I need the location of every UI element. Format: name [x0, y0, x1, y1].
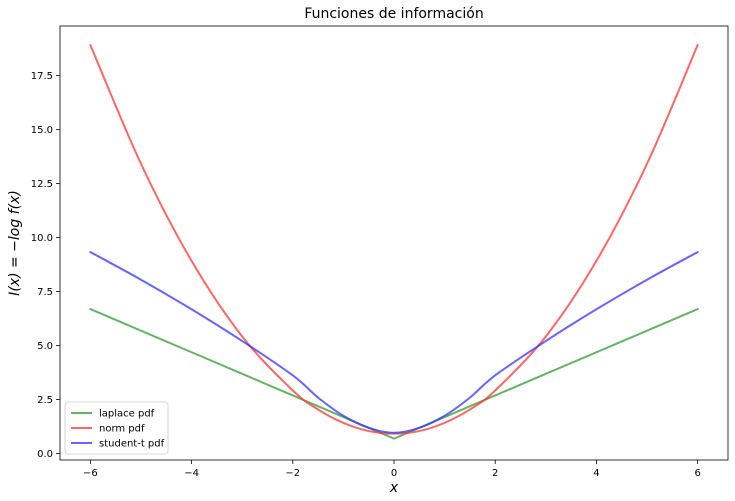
x-tick-label: 6: [694, 468, 700, 479]
series-line-student-t-pdf: [89, 251, 699, 434]
y-tick-label: 0.0: [37, 449, 53, 460]
y-tick-label: 12.5: [31, 179, 53, 190]
x-tick-label: −2: [285, 468, 300, 479]
y-tick-label: 5.0: [37, 341, 53, 352]
y-tick-label: 10.0: [31, 233, 53, 244]
legend-box: [64, 401, 169, 455]
y-axis: 0.0 2.5 5.0 7.5 10.0 12.5 15.0 17.5: [31, 71, 60, 460]
x-tick-label: −6: [83, 468, 98, 479]
x-tick-label: 4: [593, 468, 599, 479]
legend-label: laplace pdf: [99, 409, 155, 420]
legend: laplace pdf norm pdf student-t pdf: [64, 401, 169, 455]
x-tick-label: 2: [492, 468, 498, 479]
x-axis-label: x: [389, 480, 399, 496]
chart-title: Funciones de información: [304, 6, 483, 22]
y-tick-label: 7.5: [37, 287, 53, 298]
series-line-norm-pdf: [89, 44, 699, 435]
x-tick-label: −4: [184, 468, 199, 479]
plot-frame: [59, 25, 729, 461]
x-axis: −6 −4 −2 0 2 4 6: [83, 460, 701, 479]
y-tick-label: 2.5: [37, 395, 53, 406]
legend-label: student-t pdf: [99, 439, 165, 450]
y-axis-label: I(x) = −log f(x): [7, 190, 23, 296]
y-tick-label: 15.0: [31, 125, 53, 136]
series-lines: [89, 44, 699, 440]
y-tick-label: 17.5: [31, 71, 53, 82]
x-tick-label: 0: [391, 468, 397, 479]
plot-area: −6 −4 −2 0 2 4 6 0.0 2.5 5.0 7.5 10.0 12.5 15.0 17.5: [31, 25, 729, 479]
series-line-laplace-pdf: [89, 308, 699, 440]
legend-label: norm pdf: [99, 424, 145, 435]
